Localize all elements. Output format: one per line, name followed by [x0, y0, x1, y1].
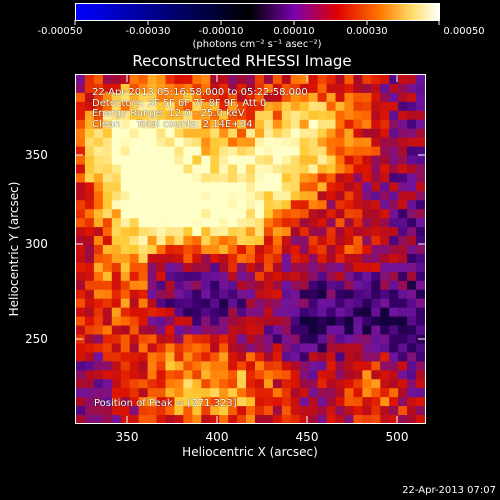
x-tick-label: 450: [295, 430, 319, 444]
plot-title: Reconstructed RHESSI Image: [132, 52, 352, 70]
detectors-text: Detectors: 3F 5F 6F 7F 8F 9F, Att 0: [92, 97, 267, 109]
timestamp: 22-Apr-2013 07:07: [402, 485, 496, 496]
x-axis-label: Heliocentric X (arcsec): [182, 445, 318, 459]
colorbar-ticks: [74, 20, 440, 25]
method-counts-text: Clean Total counts: 2.14E+04: [92, 118, 253, 130]
colorbar-units: (photons cm⁻² s⁻¹ asec⁻²): [192, 39, 322, 50]
colorbar-tick-label: -0.00010: [198, 26, 244, 37]
colorbar-tick-label: -0.00030: [125, 26, 171, 37]
colorbar-gradient: [76, 4, 439, 20]
y-tick-label: 250: [25, 332, 48, 346]
colorbar: [75, 3, 440, 21]
x-tick-label: 400: [205, 430, 229, 444]
x-tick-label: 350: [115, 430, 139, 444]
colorbar-tick-label: 0.00010: [273, 26, 315, 37]
x-tick-label: 500: [385, 430, 409, 444]
y-tick-label: 300: [25, 237, 48, 251]
time-range-text: 22-Apr-2013 05:16:58.000 to 05:22:58.000: [92, 87, 308, 98]
axis-ticks: [75, 74, 426, 424]
observation-info: 22-Apr-2013 05:16:58.000 to 05:22:58.000…: [92, 87, 308, 130]
image-plot: [75, 74, 426, 424]
heatmap-image: [76, 75, 425, 423]
y-axis-label: Heliocentric Y (arcsec): [7, 181, 21, 317]
y-tick-label: 350: [25, 148, 48, 162]
peak-position-text: Position of Peak = [371,323]: [94, 398, 237, 409]
colorbar-tick-label: -0.00050: [37, 26, 83, 37]
energy-range-text: Energy Range: 12.0 - 25.0 keV: [92, 108, 245, 119]
colorbar-tick-label: 0.00030: [346, 26, 388, 37]
colorbar-tick-label: 0.00050: [443, 26, 485, 37]
